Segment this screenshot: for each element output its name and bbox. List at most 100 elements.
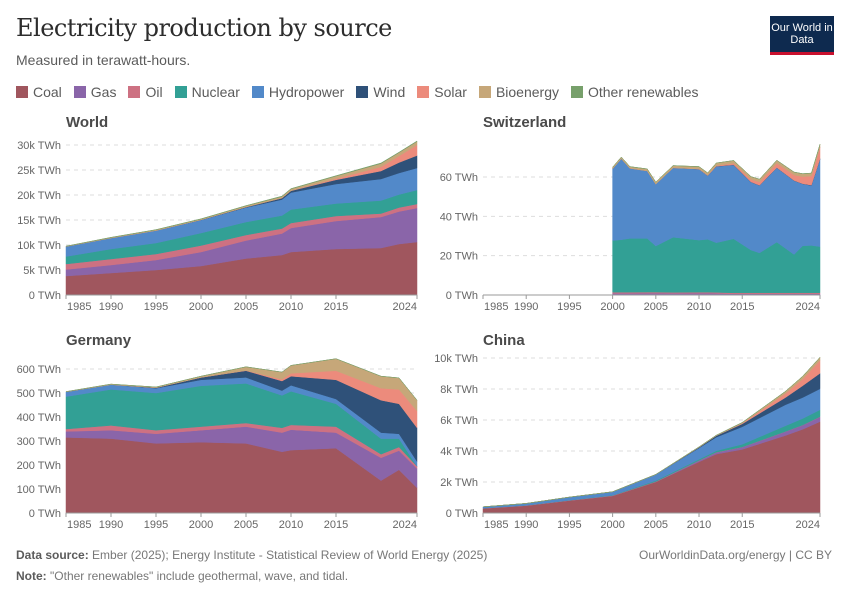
legend-item-nuclear[interactable]: Nuclear <box>174 84 240 100</box>
legend-label: Nuclear <box>191 84 240 100</box>
x-tick-label: 1990 <box>514 301 538 313</box>
x-tick-label: 2005 <box>234 519 258 531</box>
x-tick-label: 2015 <box>730 519 754 531</box>
legend-item-other-renewables[interactable]: Other renewables <box>570 84 699 100</box>
legend-label: Wind <box>373 84 406 100</box>
legend-swatch <box>478 86 491 98</box>
legend-swatch <box>570 86 583 98</box>
y-tick-label: 10k TWh <box>17 240 61 252</box>
y-tick-label: 2k TWh <box>440 477 478 489</box>
x-tick-label: 1985 <box>67 301 91 313</box>
legend-swatch <box>356 86 369 98</box>
y-tick-label: 8k TWh <box>440 384 478 396</box>
legend: Coal Gas Oil Nuclear Hydropower Wind Solar Bioe… <box>16 84 699 100</box>
source-url-link[interactable]: OurWorldinData.org/energy | CC BY <box>639 548 832 562</box>
x-tick-label: 2024 <box>393 301 417 313</box>
x-tick-label: 1995 <box>144 519 168 531</box>
y-tick-label: 0 TWh <box>446 508 478 520</box>
y-tick-label: 20 TWh <box>440 251 478 263</box>
panel-title-china: China <box>483 332 525 349</box>
y-tick-label: 20k TWh <box>17 190 61 202</box>
y-tick-label: 25k TWh <box>17 165 61 177</box>
x-tick-label: 1990 <box>514 519 538 531</box>
y-tick-label: 0 TWh <box>446 290 478 302</box>
legend-swatch <box>73 86 86 98</box>
legend-swatch <box>251 86 264 98</box>
owid-logo[interactable]: Our World in Data <box>770 16 834 55</box>
legend-item-gas[interactable]: Gas <box>73 84 117 100</box>
y-tick-label: 10k TWh <box>434 353 478 365</box>
y-tick-label: 0 TWh <box>29 290 61 302</box>
y-tick-label: 400 TWh <box>17 412 61 424</box>
x-tick-label: 2015 <box>324 301 348 313</box>
x-tick-label: 1990 <box>99 301 123 313</box>
legend-item-coal[interactable]: Coal <box>16 84 62 100</box>
x-tick-label: 2024 <box>796 519 820 531</box>
note: Note: "Other renewables" include geother… <box>16 569 348 583</box>
legend-item-hydropower[interactable]: Hydropower <box>251 84 344 100</box>
x-tick-label: 2005 <box>644 519 668 531</box>
area-china-other-renewables <box>482 357 821 508</box>
area-world-other-renewables <box>65 140 418 247</box>
x-tick-label: 2010 <box>279 519 303 531</box>
x-tick-label: 1995 <box>144 301 168 313</box>
legend-label: Solar <box>434 84 467 100</box>
x-tick-label: 1985 <box>484 301 508 313</box>
y-tick-label: 0 TWh <box>29 508 61 520</box>
y-tick-label: 15k TWh <box>17 215 61 227</box>
y-tick-label: 5k TWh <box>23 265 61 277</box>
source-label: Data source: <box>16 548 89 562</box>
x-tick-label: 2010 <box>687 519 711 531</box>
x-tick-label: 1995 <box>557 301 581 313</box>
legend-item-solar[interactable]: Solar <box>417 84 467 100</box>
x-tick-label: 2015 <box>324 519 348 531</box>
x-tick-label: 2000 <box>189 301 213 313</box>
x-tick-label: 2005 <box>234 301 258 313</box>
x-tick-label: 2024 <box>796 301 820 313</box>
legend-item-wind[interactable]: Wind <box>356 84 405 100</box>
y-tick-label: 4k TWh <box>440 446 478 458</box>
note-label: Note: <box>16 569 47 583</box>
x-tick-label: 2005 <box>644 301 668 313</box>
legend-swatch <box>16 86 28 98</box>
data-source: Data source: Ember (2025); Energy Instit… <box>16 548 487 562</box>
chart-title: Electricity production by source <box>16 14 392 42</box>
x-tick-label: 2000 <box>600 519 624 531</box>
legend-label: Oil <box>145 84 163 100</box>
y-tick-label: 40 TWh <box>440 211 478 223</box>
legend-swatch <box>417 86 430 98</box>
y-tick-label: 100 TWh <box>17 484 61 496</box>
legend-swatch <box>128 86 141 98</box>
legend-label: Bioenergy <box>495 84 559 100</box>
legend-item-oil[interactable]: Oil <box>128 84 163 100</box>
legend-label: Other renewables <box>587 84 699 100</box>
x-tick-label: 2024 <box>393 519 417 531</box>
y-tick-label: 300 TWh <box>17 436 61 448</box>
x-tick-label: 1985 <box>484 519 508 531</box>
panel-title-world: World <box>66 114 108 131</box>
panel-title-germany: Germany <box>66 332 132 349</box>
chart-subtitle: Measured in terawatt-hours. <box>16 52 191 68</box>
source-text: Ember (2025); Energy Institute - Statist… <box>92 548 488 562</box>
x-tick-label: 2010 <box>687 301 711 313</box>
area-germany-other-renewables <box>65 358 418 401</box>
x-tick-label: 1990 <box>99 519 123 531</box>
legend-label: Coal <box>33 84 62 100</box>
panel-title-switzerland: Switzerland <box>483 114 566 131</box>
note-text: "Other renewables" include geothermal, w… <box>50 569 349 583</box>
y-tick-label: 6k TWh <box>440 415 478 427</box>
y-tick-label: 500 TWh <box>17 388 61 400</box>
area-switzerland-other-renewables <box>612 144 821 183</box>
x-tick-label: 2000 <box>600 301 624 313</box>
x-tick-label: 1985 <box>67 519 91 531</box>
x-tick-label: 2010 <box>279 301 303 313</box>
legend-item-bioenergy[interactable]: Bioenergy <box>478 84 559 100</box>
legend-label: Gas <box>90 84 117 100</box>
y-tick-label: 30k TWh <box>17 140 61 152</box>
y-tick-label: 60 TWh <box>440 172 478 184</box>
x-tick-label: 1995 <box>557 519 581 531</box>
y-tick-label: 200 TWh <box>17 460 61 472</box>
x-tick-label: 2015 <box>730 301 754 313</box>
